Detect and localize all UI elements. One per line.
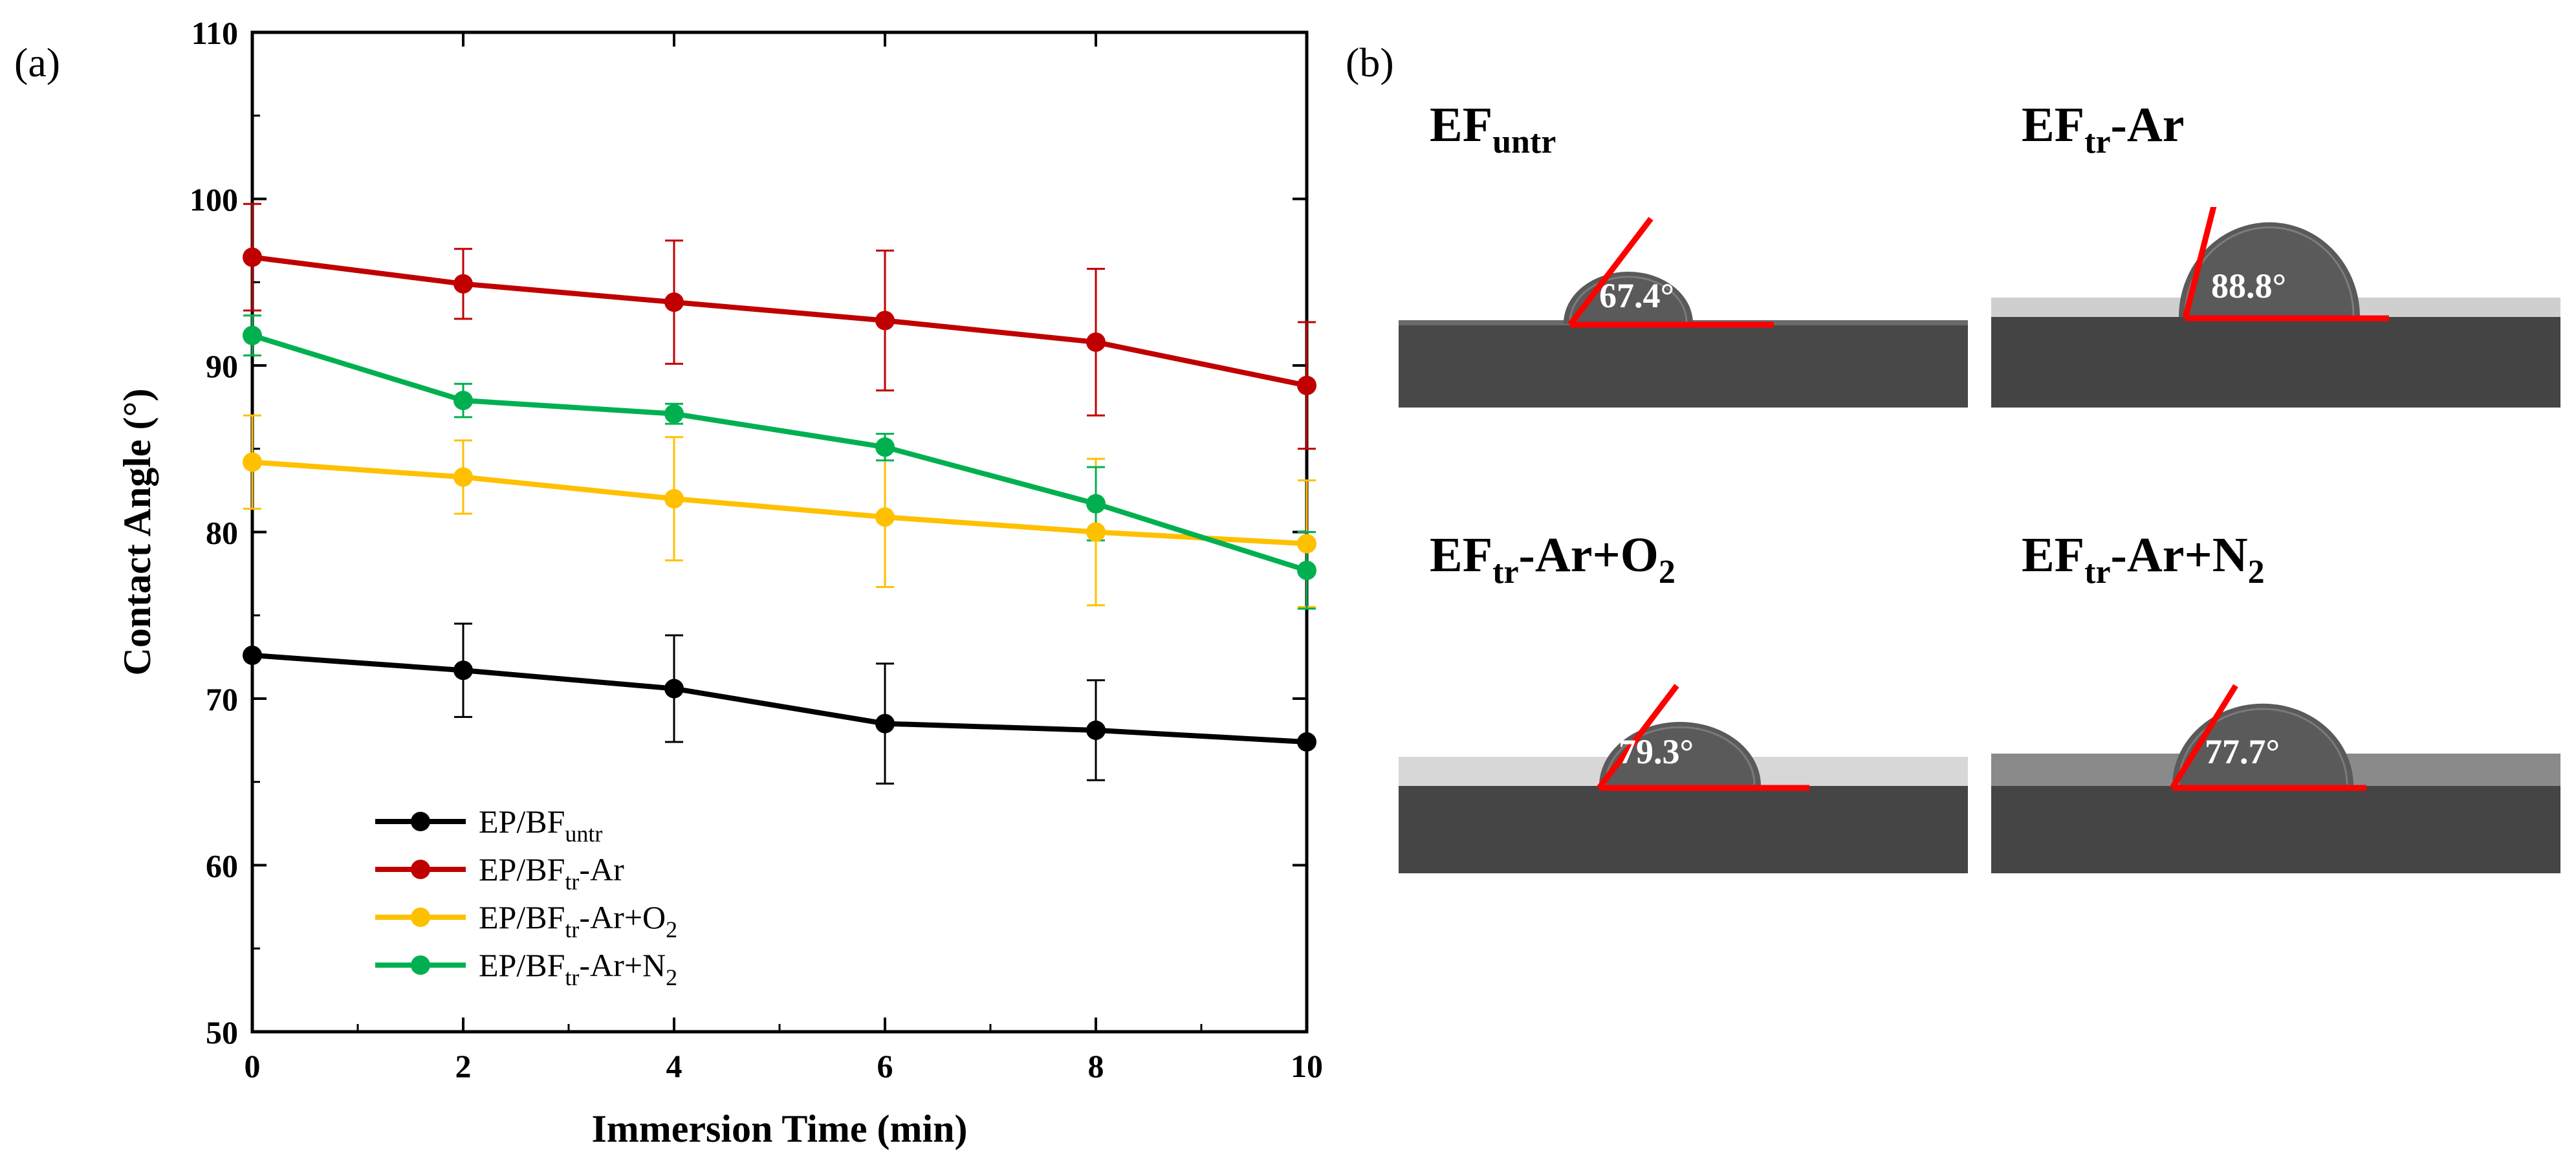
data-point — [1086, 522, 1106, 542]
angle-label-ar-o2: 79.3° — [1619, 732, 1694, 771]
x-tick-label: 0 — [245, 1048, 261, 1084]
data-point — [1086, 720, 1106, 740]
data-point — [664, 404, 684, 424]
legend-marker — [411, 860, 430, 879]
data-point — [453, 274, 473, 294]
x-tick-label: 6 — [877, 1048, 893, 1084]
contact-angle-chart: 50 60 70 80 90 100 110 0 2 4 6 8 10 Immersion Time (m… — [116, 15, 1323, 1150]
photo-title-ar-o2: EFtr-Ar+O2 — [1430, 528, 1675, 591]
data-point — [1297, 732, 1316, 752]
x-tick-label: 10 — [1291, 1048, 1323, 1084]
y-tick-label: 80 — [206, 515, 238, 551]
series-line-2 — [252, 459, 1307, 547]
y-tick-label: 100 — [190, 182, 238, 218]
data-point — [453, 660, 473, 680]
data-point — [875, 507, 895, 527]
photo-title-ar: EFtr-Ar — [2022, 98, 2185, 160]
y-tick-label: 110 — [191, 15, 238, 51]
legend-label: EP/BFtr-Ar+O2 — [479, 899, 677, 942]
chart-axes: 50 60 70 80 90 100 110 0 2 4 6 8 10 Immersion Time (m… — [116, 15, 1323, 1150]
photo-title-ar-n2: EFtr-Ar+N2 — [2022, 528, 2265, 591]
data-point — [243, 325, 262, 345]
y-tick-label: 70 — [206, 681, 238, 717]
angle-label-untr: 67.4° — [1599, 276, 1674, 315]
legend-label: EP/BFtr-Ar+N2 — [479, 947, 677, 990]
data-point — [875, 310, 895, 331]
droplet-photo-ar-o2: 79.3° — [1399, 666, 1968, 873]
series-line-1 — [252, 254, 1307, 388]
x-axis-title: Immersion Time (min) — [591, 1107, 967, 1150]
data-point — [453, 391, 473, 411]
droplet-photo-ar-n2: 77.7° — [1991, 666, 2560, 873]
chart-series-lines — [251, 254, 1308, 745]
data-point — [875, 713, 895, 734]
legend-label: EP/BFuntr — [479, 803, 602, 847]
data-point — [664, 679, 684, 699]
angle-label-ar-n2: 77.7° — [2205, 732, 2280, 771]
data-point — [1297, 534, 1316, 554]
x-tick-label: 4 — [666, 1048, 682, 1084]
photo-title-untr: EFuntr — [1430, 98, 1556, 160]
data-point — [664, 292, 684, 312]
data-point — [1086, 494, 1106, 514]
data-point — [875, 437, 895, 457]
droplet-photo-untr: 67.4° — [1399, 207, 1968, 408]
angle-label-ar: 88.8° — [2211, 267, 2286, 305]
series-line-0 — [252, 653, 1307, 745]
y-tick-label: 50 — [206, 1014, 238, 1051]
data-point — [1297, 375, 1316, 395]
data-point — [243, 452, 262, 472]
data-point — [243, 646, 262, 666]
legend-marker — [411, 955, 430, 975]
chart-data-points — [243, 247, 1316, 752]
data-point — [1086, 332, 1106, 352]
data-point — [243, 247, 262, 267]
legend-label: EP/BFtr-Ar — [479, 851, 624, 895]
chart-error-bars — [243, 202, 1316, 785]
data-point — [1297, 560, 1316, 580]
x-tick-label: 2 — [455, 1048, 472, 1084]
legend-marker — [411, 812, 430, 831]
series-line-3 — [251, 332, 1308, 573]
legend-marker — [411, 908, 430, 927]
y-axis-title: Contact Angle (°) — [116, 389, 158, 676]
y-tick-label: 60 — [206, 848, 238, 884]
panel-b-label: (b) — [1346, 39, 1394, 85]
data-point — [664, 489, 684, 508]
droplet-photo-ar: 88.8° — [1991, 207, 2560, 408]
x-tick-label: 8 — [1088, 1048, 1104, 1084]
y-tick-label: 90 — [206, 348, 238, 384]
panel-a-label: (a) — [14, 39, 61, 85]
plot-frame — [250, 30, 1309, 1034]
data-point — [453, 467, 473, 487]
